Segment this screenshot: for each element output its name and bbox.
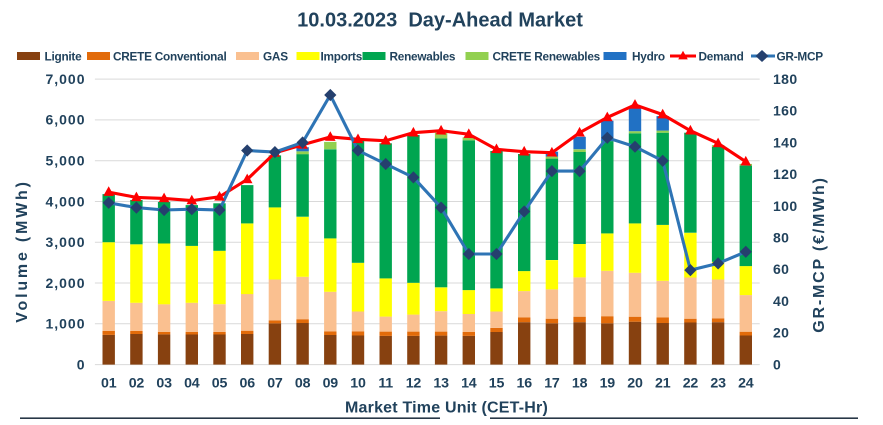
svg-text:16: 16	[517, 375, 533, 391]
svg-text:Demand: Demand	[699, 49, 744, 63]
svg-text:CRETE Renewables: CRETE Renewables	[493, 49, 601, 63]
svg-text:Hydro: Hydro	[632, 49, 665, 63]
svg-text:1,000: 1,000	[45, 316, 85, 332]
svg-text:12: 12	[406, 375, 422, 391]
svg-text:3,000: 3,000	[45, 234, 85, 250]
svg-text:17: 17	[544, 375, 560, 391]
svg-text:Market Time Unit (CET-Hr): Market Time Unit (CET-Hr)	[345, 400, 548, 417]
svg-text:20: 20	[627, 375, 643, 391]
svg-text:23: 23	[710, 375, 726, 391]
svg-text:GAS: GAS	[263, 49, 288, 63]
svg-text:05: 05	[212, 375, 228, 391]
svg-text:15: 15	[489, 375, 505, 391]
svg-text:CRETE Conventional: CRETE Conventional	[113, 49, 226, 63]
svg-text:14: 14	[461, 375, 477, 391]
svg-text:180: 180	[773, 71, 798, 87]
svg-text:22: 22	[683, 375, 699, 391]
svg-text:60: 60	[773, 261, 789, 277]
svg-text:0: 0	[77, 356, 86, 372]
svg-text:24: 24	[738, 375, 754, 391]
svg-text:40: 40	[773, 293, 789, 309]
svg-text:13: 13	[433, 375, 449, 391]
svg-text:5,000: 5,000	[45, 153, 85, 169]
svg-text:01: 01	[101, 375, 117, 391]
svg-text:10: 10	[350, 375, 366, 391]
svg-text:07: 07	[267, 375, 283, 391]
svg-text:GR-MCP (€/MWh): GR-MCP (€/MWh)	[811, 176, 828, 332]
svg-text:120: 120	[773, 166, 798, 182]
svg-text:08: 08	[295, 375, 311, 391]
svg-text:7,000: 7,000	[45, 71, 85, 87]
svg-text:03: 03	[156, 375, 172, 391]
svg-text:6,000: 6,000	[45, 112, 85, 128]
svg-text:2,000: 2,000	[45, 275, 85, 291]
svg-text:GR-MCP: GR-MCP	[777, 49, 824, 63]
svg-text:80: 80	[773, 230, 789, 246]
svg-text:Renewables: Renewables	[390, 49, 456, 63]
svg-text:160: 160	[773, 103, 798, 119]
svg-text:18: 18	[572, 375, 588, 391]
svg-text:Volume (MWh): Volume (MWh)	[14, 179, 31, 323]
svg-text:21: 21	[655, 375, 671, 391]
svg-text:4,000: 4,000	[45, 193, 85, 209]
svg-text:20: 20	[773, 325, 789, 341]
svg-text:06: 06	[240, 375, 256, 391]
svg-text:0: 0	[773, 356, 781, 372]
svg-text:100: 100	[773, 198, 798, 214]
svg-text:10.03.2023 Day-Ahead Market: 10.03.2023 Day-Ahead Market	[297, 10, 583, 32]
svg-text:04: 04	[184, 375, 200, 391]
svg-text:Lignite: Lignite	[45, 49, 83, 63]
svg-text:140: 140	[773, 134, 798, 150]
svg-text:19: 19	[600, 375, 616, 391]
svg-text:09: 09	[323, 375, 339, 391]
svg-text:02: 02	[129, 375, 145, 391]
svg-text:Imports: Imports	[321, 49, 363, 63]
svg-text:11: 11	[378, 375, 393, 391]
